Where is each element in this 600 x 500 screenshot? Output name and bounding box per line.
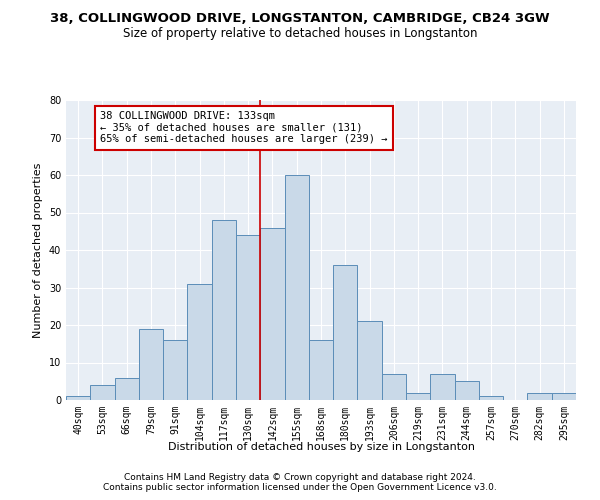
Bar <box>115 378 139 400</box>
Bar <box>358 322 382 400</box>
Bar <box>212 220 236 400</box>
Text: Contains HM Land Registry data © Crown copyright and database right 2024.: Contains HM Land Registry data © Crown c… <box>124 472 476 482</box>
Text: Distribution of detached houses by size in Longstanton: Distribution of detached houses by size … <box>167 442 475 452</box>
Bar <box>309 340 333 400</box>
Text: 38, COLLINGWOOD DRIVE, LONGSTANTON, CAMBRIDGE, CB24 3GW: 38, COLLINGWOOD DRIVE, LONGSTANTON, CAMB… <box>50 12 550 26</box>
Bar <box>479 396 503 400</box>
Bar <box>187 284 212 400</box>
Bar <box>406 392 430 400</box>
Bar <box>163 340 187 400</box>
Bar <box>527 392 552 400</box>
Bar <box>382 374 406 400</box>
Bar <box>333 265 358 400</box>
Y-axis label: Number of detached properties: Number of detached properties <box>33 162 43 338</box>
Bar <box>260 228 284 400</box>
Bar <box>430 374 455 400</box>
Text: Contains public sector information licensed under the Open Government Licence v3: Contains public sector information licen… <box>103 484 497 492</box>
Bar <box>552 392 576 400</box>
Bar <box>455 381 479 400</box>
Bar <box>284 175 309 400</box>
Bar <box>90 385 115 400</box>
Text: Size of property relative to detached houses in Longstanton: Size of property relative to detached ho… <box>123 28 477 40</box>
Text: 38 COLLINGWOOD DRIVE: 133sqm
← 35% of detached houses are smaller (131)
65% of s: 38 COLLINGWOOD DRIVE: 133sqm ← 35% of de… <box>100 112 388 144</box>
Bar <box>236 235 260 400</box>
Bar <box>66 396 90 400</box>
Bar <box>139 329 163 400</box>
